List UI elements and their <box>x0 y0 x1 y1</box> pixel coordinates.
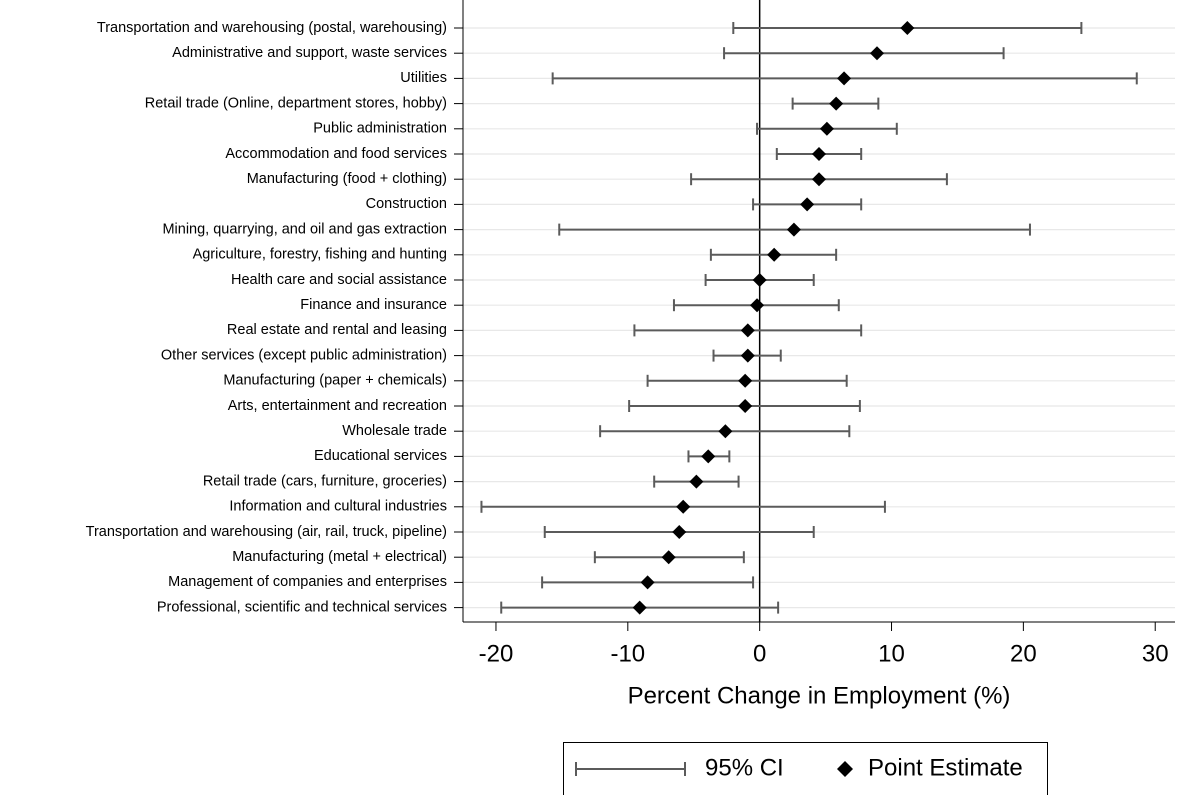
legend-label: Point Estimate <box>868 754 1023 781</box>
point-estimate <box>812 147 826 161</box>
point-estimate <box>812 172 826 187</box>
x-tick-label: -20 <box>479 640 514 667</box>
x-tick-label: -10 <box>610 640 645 667</box>
point-estimate <box>672 525 687 539</box>
x-tick-label: 0 <box>753 640 766 667</box>
y-tick-label: Information and cultural industries <box>229 499 447 515</box>
point-estimate <box>870 46 885 61</box>
point-estimate <box>740 323 755 338</box>
y-tick-label: Health care and social assistance <box>231 272 447 288</box>
y-tick-label: Accommodation and food services <box>225 146 447 162</box>
y-tick-label: Management of companies and enterprises <box>168 574 447 590</box>
point-estimate <box>640 575 655 590</box>
point-estimate <box>752 273 767 287</box>
y-tick-label: Professional, scientific and technical s… <box>157 599 447 615</box>
y-tick-label: Retail trade (cars, furniture, groceries… <box>203 473 447 489</box>
y-tick-label: Manufacturing (paper + chemicals) <box>223 373 447 389</box>
point-estimate <box>819 121 834 136</box>
point-estimate <box>632 600 647 615</box>
point-estimate <box>837 71 852 86</box>
y-tick-label: Educational services <box>314 448 447 464</box>
point-estimate <box>701 449 716 464</box>
y-tick-label: Administrative and support, waste servic… <box>172 45 447 61</box>
y-tick-label: Transportation and warehousing (postal, … <box>97 20 447 36</box>
point-estimate <box>829 96 844 111</box>
point-estimate <box>718 424 733 439</box>
x-tick-label: 30 <box>1142 640 1169 667</box>
x-tick-label: 10 <box>878 640 905 667</box>
y-tick-label: Retail trade (Online, department stores,… <box>145 95 447 111</box>
y-tick-label: Agriculture, forestry, fishing and hunti… <box>193 247 447 263</box>
legend-diamond <box>837 761 853 777</box>
point-estimate <box>661 550 676 565</box>
y-tick-label: Utilities <box>400 70 447 86</box>
y-tick-label: Finance and insurance <box>300 297 447 313</box>
y-tick-label: Public administration <box>313 121 447 137</box>
y-tick-label: Real estate and rental and leasing <box>227 322 447 338</box>
y-tick-label: Wholesale trade <box>342 423 447 439</box>
y-tick-label: Arts, entertainment and recreation <box>228 398 447 414</box>
y-tick-label: Construction <box>366 196 447 212</box>
point-estimate <box>800 197 815 212</box>
y-tick-label: Transportation and warehousing (air, rai… <box>86 524 447 540</box>
x-axis-title: Percent Change in Employment (%) <box>628 682 1011 709</box>
point-estimate <box>740 348 755 363</box>
point-estimate <box>750 298 765 313</box>
point-estimate <box>738 399 753 413</box>
y-tick-label: Manufacturing (food + clothing) <box>247 171 447 187</box>
point-estimate <box>676 499 691 514</box>
point-estimate <box>767 247 782 262</box>
point-estimate <box>689 474 704 489</box>
legend-label: 95% CI <box>705 754 784 781</box>
point-estimate <box>786 222 801 237</box>
x-tick-label: 20 <box>1010 640 1037 667</box>
point-estimate <box>900 21 915 35</box>
y-tick-label: Manufacturing (metal + electrical) <box>232 549 447 565</box>
y-tick-label: Mining, quarrying, and oil and gas extra… <box>162 221 447 237</box>
point-estimate <box>738 373 753 388</box>
y-tick-label: Other services (except public administra… <box>161 347 447 363</box>
